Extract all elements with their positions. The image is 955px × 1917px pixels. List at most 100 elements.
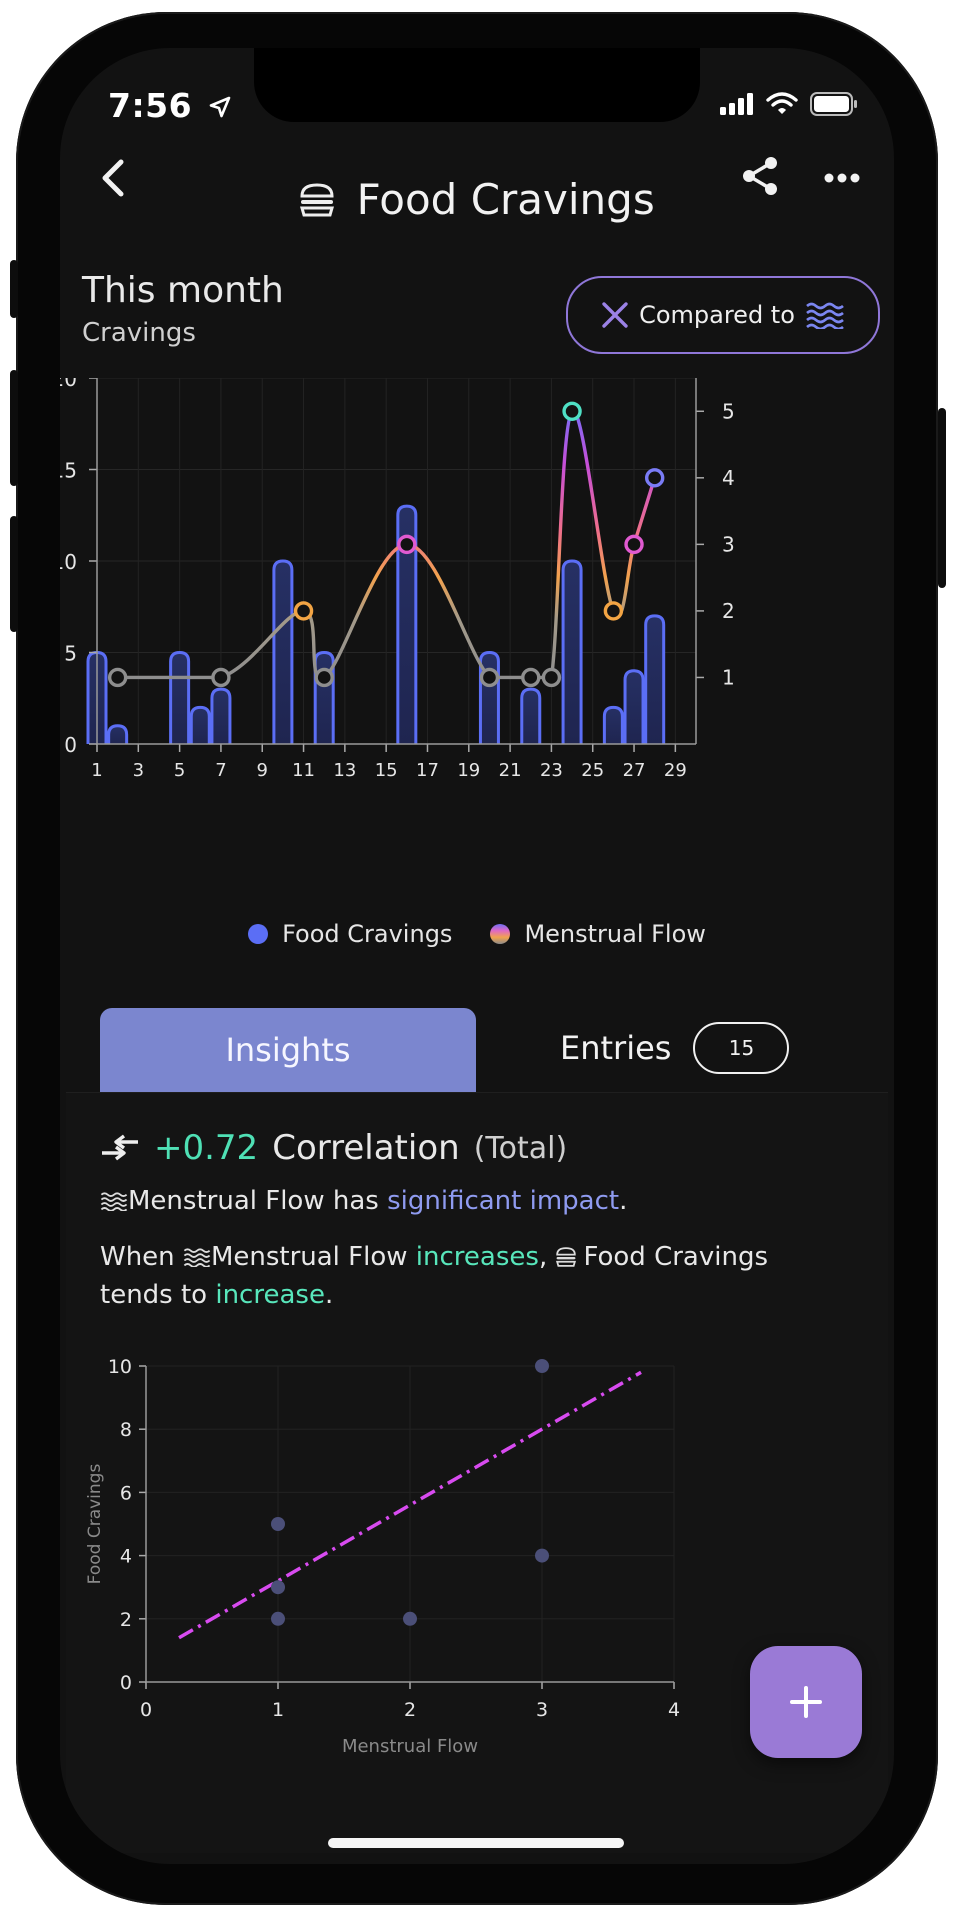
y-tick-label: 0 bbox=[120, 1672, 132, 1694]
bar bbox=[189, 705, 211, 744]
back-button[interactable] bbox=[82, 148, 142, 208]
legend-menstrual-flow[interactable]: Menstrual Flow bbox=[490, 920, 706, 948]
x-tick-label: 9 bbox=[257, 760, 268, 781]
flow-point bbox=[603, 601, 624, 621]
period-subtitle: Cravings bbox=[82, 318, 196, 348]
trend-line bbox=[178, 1370, 642, 1640]
cause-direction: increases bbox=[415, 1242, 539, 1272]
flow-point bbox=[107, 667, 128, 688]
correlation-arrows-icon bbox=[102, 1134, 138, 1161]
compared-to-button[interactable]: Compared to bbox=[566, 276, 880, 354]
page-title: Food Cravings bbox=[60, 172, 894, 224]
flow-point bbox=[479, 667, 500, 688]
bar bbox=[169, 650, 191, 744]
y-right-tick-label: 3 bbox=[722, 532, 735, 556]
status-time: 7:56 bbox=[108, 86, 232, 125]
bar bbox=[272, 559, 294, 744]
scatter-point bbox=[535, 1359, 549, 1373]
legend-label-flow: Menstrual Flow bbox=[524, 920, 706, 948]
x-tick-label: 19 bbox=[457, 760, 480, 781]
legend-dot-flow bbox=[490, 924, 511, 944]
tab-entries-label: Entries bbox=[560, 1029, 672, 1067]
flow-point bbox=[397, 534, 417, 555]
comma-text: , bbox=[538, 1242, 556, 1272]
scatter-point bbox=[271, 1580, 285, 1595]
impact-sentence: Menstrual Flow has significant impact. bbox=[100, 1186, 627, 1216]
y-left-tick-label: 10 bbox=[60, 550, 77, 574]
trend-line-path bbox=[178, 1370, 642, 1640]
correlation-value: +0.72 bbox=[154, 1128, 259, 1168]
entries-count-badge: 15 bbox=[693, 1022, 790, 1074]
y-left-tick-label: 20 bbox=[60, 378, 77, 391]
burger-icon bbox=[556, 1247, 577, 1267]
plus-icon bbox=[790, 1686, 822, 1718]
share-icon bbox=[743, 157, 777, 195]
flow-point bbox=[521, 667, 541, 688]
compared-to-label: Compared to bbox=[639, 301, 795, 329]
notch bbox=[254, 48, 700, 122]
flow-point bbox=[624, 534, 644, 555]
cause-text: Menstrual Flow bbox=[210, 1242, 408, 1272]
x-tick-label: 25 bbox=[581, 760, 604, 781]
tab-insights[interactable]: Insights bbox=[100, 1008, 476, 1092]
battery-icon bbox=[810, 92, 857, 116]
x-tick-label: 3 bbox=[133, 760, 144, 781]
volume-up-button bbox=[10, 370, 18, 486]
status-icons bbox=[720, 92, 858, 116]
burger-icon bbox=[300, 182, 335, 216]
bar bbox=[561, 559, 583, 744]
effect-text: Food Cravings bbox=[583, 1242, 768, 1272]
power-button bbox=[938, 408, 946, 588]
x-tick-label: 11 bbox=[292, 760, 315, 781]
correlation-row: +0.72 Correlation (Total) bbox=[100, 1128, 567, 1168]
bar bbox=[210, 687, 232, 744]
legend-label-food: Food Cravings bbox=[282, 920, 453, 948]
y-left-tick-label: 5 bbox=[64, 642, 77, 666]
y-left-tick-label: 0 bbox=[64, 733, 77, 757]
wave-flow-icon bbox=[100, 1192, 128, 1212]
period-title: This month bbox=[82, 270, 284, 311]
scatter-point bbox=[535, 1548, 549, 1563]
flow-point bbox=[211, 667, 231, 688]
flow-point bbox=[644, 468, 665, 488]
scatter-points bbox=[271, 1359, 549, 1626]
y-right-tick-label: 1 bbox=[722, 665, 735, 689]
share-button[interactable] bbox=[728, 144, 792, 208]
wave-flow-icon bbox=[806, 302, 844, 329]
x-tick-label: 2 bbox=[404, 1699, 416, 1721]
x-tick-label: 1 bbox=[91, 760, 102, 781]
y-axis-label: Food Cravings bbox=[85, 1464, 105, 1585]
more-button[interactable] bbox=[812, 148, 872, 208]
x-tick-label: 27 bbox=[623, 760, 646, 781]
correlation-scope: (Total) bbox=[473, 1130, 568, 1166]
x-tick-label: 4 bbox=[668, 1699, 680, 1721]
bar bbox=[623, 669, 645, 744]
y-left-tick-label: 15 bbox=[60, 459, 77, 483]
close-icon bbox=[602, 302, 628, 328]
mute-switch bbox=[10, 260, 18, 318]
tends-to-text: tends to bbox=[100, 1280, 216, 1310]
chart-axes: 05101520135791113151719212325272912345 bbox=[60, 378, 735, 781]
add-entry-button[interactable] bbox=[750, 1646, 862, 1758]
scatter-point bbox=[403, 1611, 417, 1626]
legend-food-cravings[interactable]: Food Cravings bbox=[248, 920, 452, 948]
when-text: When bbox=[100, 1242, 183, 1272]
y-tick-label: 10 bbox=[108, 1356, 132, 1378]
bar bbox=[313, 650, 335, 744]
tab-entries[interactable]: Entries 15 bbox=[560, 1016, 790, 1080]
bar bbox=[107, 724, 129, 744]
x-tick-label: 29 bbox=[664, 760, 687, 781]
impact-prefix: has bbox=[324, 1186, 388, 1216]
x-tick-label: 5 bbox=[174, 760, 185, 781]
x-tick-label: 21 bbox=[499, 760, 522, 781]
x-axis-label: Menstrual Flow bbox=[342, 1736, 478, 1757]
x-tick-label: 1 bbox=[272, 1699, 284, 1721]
bar-series bbox=[86, 504, 666, 744]
monthly-chart: 05101520135791113151719212325272912345 bbox=[60, 378, 735, 781]
period-text: . bbox=[324, 1280, 334, 1310]
volume-down-button bbox=[10, 516, 18, 632]
trend-sentence: When Menstrual Flow increases, Food Crav… bbox=[100, 1238, 840, 1314]
flow-point bbox=[562, 401, 582, 421]
more-horizontal-icon bbox=[824, 173, 860, 183]
bar bbox=[520, 687, 542, 744]
